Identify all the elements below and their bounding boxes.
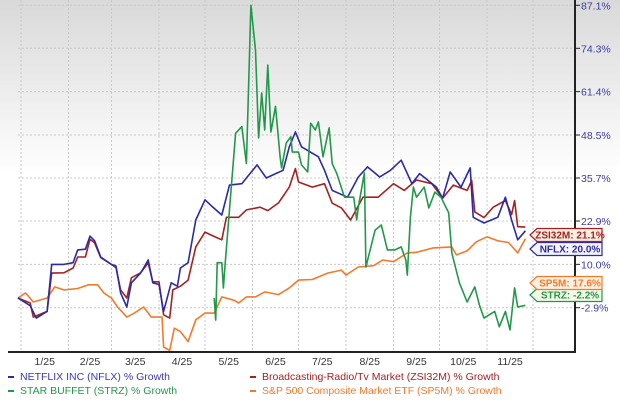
x-tick-label: 10/25	[450, 356, 476, 368]
x-tick-label: 9/25	[406, 356, 427, 368]
x-tick-label: 1/25	[35, 356, 56, 368]
end-tag-strz: STRZ: -2.2%	[529, 287, 603, 303]
legend-item-nflx: NETFLIX INC (NFLX) % Growth	[8, 371, 170, 383]
gridlines	[18, 0, 575, 352]
legend-label: NETFLIX INC (NFLX) % Growth	[20, 371, 170, 383]
x-tick-label: 7/25	[312, 356, 333, 368]
legend-item-sp5m: S&P 500 Composite Market ETF (SP5M) % Gr…	[250, 385, 502, 397]
y-tick-label: 22.9%	[581, 216, 611, 228]
end-tag-zsi32m: ZSI32M: 21.1%	[529, 227, 605, 243]
legend-swatch	[250, 376, 256, 379]
end-value-tags: NFLX: 20.0% ZSI32M: 21.1% STRZ: -2.2%SP5M:…	[529, 227, 605, 303]
x-tick-label: 3/25	[125, 356, 146, 368]
end-tag-label: STRZ: -2.2%	[541, 291, 599, 302]
y-axis-ticks: 87.1% 74.3% 61.4% 48.5% 35.7% 22.9% 10.0% -2.9%	[575, 0, 611, 315]
legend-label: STAR BUFFET (STRZ) % Growth	[20, 385, 178, 397]
end-tag-sp5m: SP5M: 17.6%	[529, 275, 603, 291]
end-tag-label: SP5M: 17.6%	[539, 279, 601, 290]
legend-item-zsi32m: Broadcasting-Radio/Tv Market (ZSI32M) % …	[250, 371, 500, 383]
y-tick-label: 61.4%	[581, 87, 611, 99]
x-tick-label: 8/25	[360, 356, 381, 368]
end-tag-box	[529, 275, 603, 291]
y-tick-label: 87.1%	[581, 0, 611, 12]
legend-label: Broadcasting-Radio/Tv Market (ZSI32M) % …	[262, 371, 500, 383]
x-tick-label: 5/25	[219, 356, 240, 368]
series-line-nflx	[17, 131, 527, 319]
series-line-sp5m	[17, 236, 527, 352]
x-tick-label: 11/25	[497, 356, 523, 368]
y-tick-label: 74.3%	[581, 43, 611, 55]
y-tick-label: 35.7%	[581, 173, 611, 185]
legend-label: S&P 500 Composite Market ETF (SP5M) % Gr…	[262, 385, 502, 397]
x-tick-label: 4/25	[172, 356, 193, 368]
legend-swatch	[8, 376, 14, 379]
x-axis-ticks: 1/25 2/25 3/25 4/25 5/25 6/25 7/25 8/25 9/25 10/2…	[35, 356, 523, 368]
end-tag-box	[529, 241, 603, 257]
end-tag-box	[529, 287, 603, 303]
x-tick-label: 6/25	[265, 356, 286, 368]
end-tag-label: NFLX: 20.0%	[540, 245, 601, 256]
series-line-strz	[213, 4, 526, 331]
series-lines	[17, 4, 527, 352]
y-tick-label: -2.9%	[581, 303, 608, 315]
end-tag-nflx: NFLX: 20.0%	[529, 241, 603, 257]
legend-swatch	[8, 390, 14, 393]
end-tag-box	[529, 227, 603, 243]
plot-background	[0, 0, 620, 352]
end-tag-label: ZSI32M: 21.1%	[535, 231, 605, 242]
y-tick-label: 48.5%	[581, 130, 611, 142]
legend-item-strz: STAR BUFFET (STRZ) % Growth	[8, 385, 177, 397]
y-tick-label: 10.0%	[581, 259, 611, 271]
legend-swatch	[250, 390, 256, 393]
x-tick-label: 2/25	[80, 356, 101, 368]
